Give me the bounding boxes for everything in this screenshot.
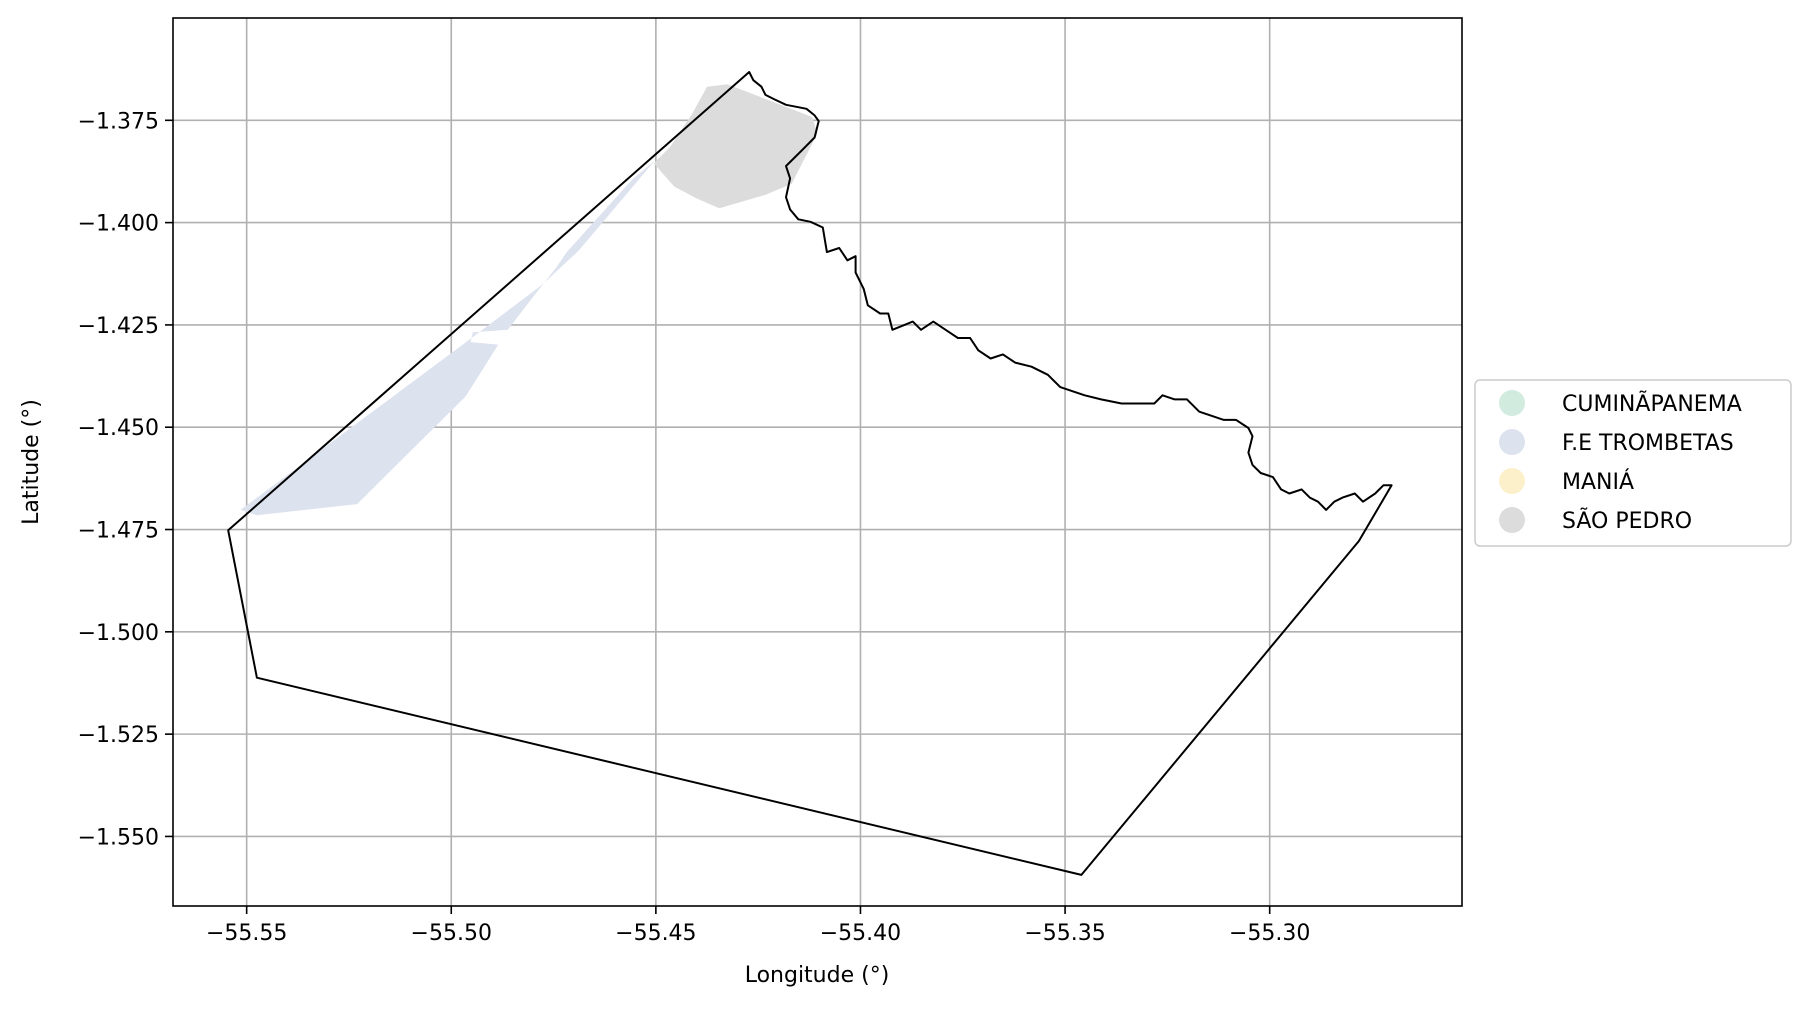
- legend-marker: [1499, 429, 1525, 455]
- legend-label: SÃO PEDRO: [1562, 507, 1692, 534]
- legend-label: MANIÁ: [1562, 469, 1634, 495]
- x-axis-label: Longitude (°): [745, 963, 890, 988]
- legend-marker: [1499, 507, 1525, 533]
- y-tick-label: −1.475: [78, 519, 159, 544]
- region-polygons: [240, 84, 818, 516]
- grid-lines: [173, 18, 1462, 906]
- region-f-e-trombetas: [240, 160, 655, 516]
- legend-marker: [1499, 390, 1525, 416]
- axis-ticks: −55.55 −55.50 −55.45 −55.40 −55.35 −55.30 −1.3…: [78, 109, 1311, 946]
- legend-items: CUMINÃPANEMA F.E TROMBETAS MANIÁ SÃO PEDRO: [1499, 390, 1742, 534]
- legend: CUMINÃPANEMA F.E TROMBETAS MANIÁ SÃO PEDRO: [1474, 379, 1792, 547]
- y-tick-label: −1.500: [78, 621, 159, 646]
- legend-label: F.E TROMBETAS: [1562, 431, 1734, 456]
- y-tick-label: −1.375: [78, 109, 159, 134]
- y-tick-label: −1.525: [78, 723, 159, 748]
- x-tick-label: −55.35: [1024, 921, 1105, 946]
- y-tick-label: −1.550: [78, 825, 159, 850]
- boundary-outline: [227, 71, 1393, 876]
- x-tick-label: −55.50: [411, 921, 492, 946]
- legend-marker: [1499, 468, 1525, 494]
- x-tick-label: −55.55: [206, 921, 287, 946]
- x-tick-label: −55.45: [615, 921, 696, 946]
- region-s-o-pedro: [653, 84, 818, 209]
- y-tick-label: −1.400: [78, 212, 159, 237]
- plot-frame: [172, 17, 1463, 907]
- x-tick-label: −55.30: [1229, 921, 1310, 946]
- legend-label: CUMINÃPANEMA: [1562, 390, 1742, 417]
- legend-frame: [1474, 379, 1792, 547]
- y-axis-label: Latitude (°): [19, 399, 44, 525]
- y-tick-label: −1.450: [78, 416, 159, 441]
- x-tick-label: −55.40: [820, 921, 901, 946]
- y-tick-label: −1.425: [78, 314, 159, 339]
- area-boundary: [227, 71, 1393, 876]
